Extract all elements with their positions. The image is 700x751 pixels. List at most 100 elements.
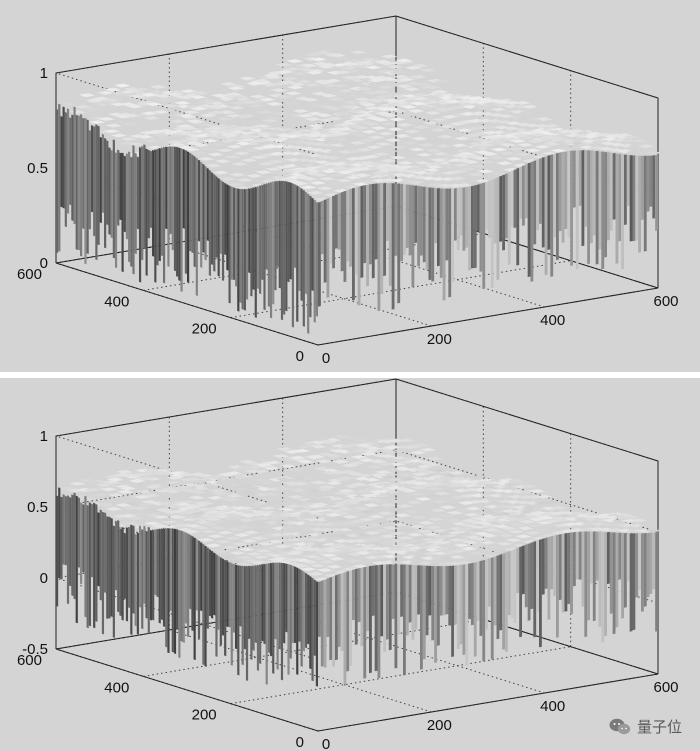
surface-patch bbox=[488, 537, 506, 542]
surface-patch bbox=[166, 475, 184, 480]
surface-face-strip bbox=[147, 149, 150, 239]
surface-face-strip bbox=[315, 581, 318, 687]
surface-patch bbox=[135, 489, 153, 494]
surface-face-strip bbox=[252, 565, 255, 651]
surface-patch bbox=[330, 143, 347, 148]
surface-patch bbox=[422, 502, 440, 507]
surface-patch bbox=[528, 517, 546, 522]
surface-patch bbox=[514, 534, 532, 539]
surface-patch bbox=[458, 501, 475, 505]
surface-face-strip bbox=[366, 184, 369, 287]
surface-face-strip bbox=[241, 188, 244, 310]
surface-face-strip bbox=[154, 529, 157, 596]
surface-patch bbox=[202, 138, 219, 143]
surface-face-strip bbox=[567, 532, 571, 605]
surface-patch bbox=[141, 111, 158, 116]
surface-face-strip bbox=[445, 565, 449, 615]
surface-patch bbox=[305, 455, 323, 460]
surface-patch bbox=[140, 471, 158, 476]
surface-face-strip bbox=[304, 191, 308, 295]
surface-face-strip bbox=[73, 492, 76, 600]
surface-patch bbox=[408, 147, 426, 152]
x-tick-label: 400 bbox=[540, 312, 565, 329]
surface-patch bbox=[550, 148, 568, 153]
surface-patch bbox=[490, 147, 508, 152]
surface-patch bbox=[338, 444, 356, 449]
surface-patch bbox=[253, 78, 271, 83]
surface-face-strip bbox=[60, 496, 63, 580]
surface-patch bbox=[170, 523, 188, 528]
surface-patch bbox=[417, 105, 435, 110]
surface-patch bbox=[307, 123, 325, 128]
surface-patch bbox=[566, 513, 584, 518]
surface-face-strip bbox=[567, 150, 571, 238]
surface-face-strip bbox=[488, 558, 491, 607]
surface-patch bbox=[324, 438, 341, 442]
surface-patch bbox=[120, 513, 137, 518]
surface-patch bbox=[428, 481, 446, 486]
surface-face-strip bbox=[403, 183, 406, 256]
surface-patch bbox=[221, 545, 239, 550]
surface-patch bbox=[219, 177, 237, 182]
surface-patch bbox=[272, 454, 290, 459]
surface-patch bbox=[443, 165, 461, 170]
surface-patch bbox=[166, 92, 184, 97]
surface-face-strip bbox=[561, 533, 565, 613]
surface-patch bbox=[192, 486, 210, 491]
surface-patch bbox=[142, 468, 160, 473]
surface-patch bbox=[354, 556, 372, 561]
surface-patch bbox=[303, 442, 320, 446]
surface-patch bbox=[623, 515, 640, 519]
surface-patch bbox=[248, 544, 265, 549]
surface-patch bbox=[274, 451, 292, 456]
surface-patch bbox=[238, 168, 256, 173]
surface-face-strip bbox=[493, 178, 497, 244]
surface-patch bbox=[268, 503, 286, 508]
surface-patch bbox=[119, 102, 136, 107]
surface-patch bbox=[186, 119, 203, 124]
surface-face-strip bbox=[274, 562, 277, 640]
grid-line bbox=[169, 629, 432, 713]
surface-patch bbox=[278, 125, 296, 130]
surface-face-strip bbox=[499, 175, 503, 242]
surface-patch bbox=[400, 105, 418, 109]
surface-patch bbox=[352, 438, 370, 443]
surface-patch bbox=[122, 505, 139, 510]
axis-line bbox=[55, 591, 659, 732]
surface-face-strip bbox=[171, 146, 174, 251]
surface-face-strip bbox=[56, 495, 59, 607]
surface-patch bbox=[417, 489, 435, 494]
x-tick-label: 600 bbox=[653, 293, 678, 310]
surface-face-strip bbox=[256, 186, 260, 289]
surface-patch bbox=[493, 504, 511, 509]
surface-face-strip bbox=[73, 106, 76, 225]
surface-patch bbox=[175, 512, 193, 517]
surface-patch bbox=[187, 90, 205, 95]
surface-patch bbox=[183, 482, 200, 487]
surface-face-strip bbox=[86, 504, 89, 629]
surface-face-strip bbox=[505, 173, 508, 239]
surface-face-strip bbox=[193, 156, 196, 268]
surface-face-strip bbox=[110, 517, 113, 617]
surface-face-strip bbox=[254, 186, 257, 318]
surface-face-strip bbox=[439, 188, 443, 278]
surface-face-strip bbox=[397, 564, 401, 636]
surface-patch bbox=[336, 449, 354, 454]
surface-face-strip bbox=[346, 189, 350, 262]
surface-patch bbox=[381, 450, 399, 454]
surface-patch bbox=[524, 530, 542, 535]
surface-face-strip bbox=[75, 495, 78, 624]
surface-face-strip bbox=[592, 150, 596, 236]
surface-face-strip bbox=[104, 137, 107, 249]
surface-patch bbox=[292, 109, 309, 113]
surface-patch bbox=[129, 512, 147, 517]
surface-face-strip bbox=[374, 183, 378, 260]
surface-patch bbox=[339, 142, 357, 147]
surface-face-strip bbox=[99, 509, 102, 601]
surface-patch bbox=[275, 477, 293, 482]
surface-face-strip bbox=[544, 537, 548, 590]
surface-patch bbox=[209, 526, 227, 530]
surface-patch bbox=[281, 76, 299, 81]
surface-face-strip bbox=[590, 150, 593, 244]
surface-face-strip bbox=[380, 564, 384, 637]
